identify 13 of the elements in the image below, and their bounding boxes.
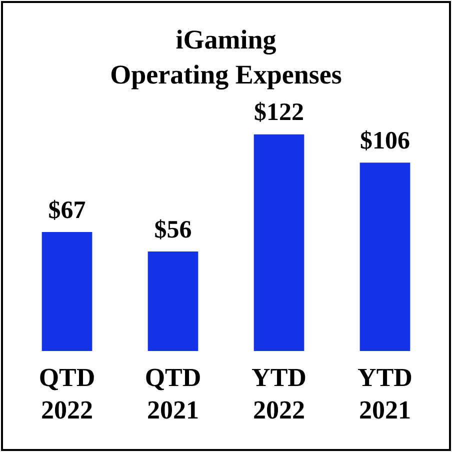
data-label: $56 [154,216,192,244]
x-tick-label: QTD 2021 [144,362,202,424]
data-label: $106 [360,128,410,155]
data-label: $67 [48,196,86,224]
bar [254,134,304,351]
x-tick-label: YTD 2021 [358,362,412,424]
x-tick-label: QTD 2022 [38,362,96,424]
data-label: $122 [254,99,304,126]
chart-title: iGaming Operating Expenses [110,24,342,90]
bar [42,232,92,351]
bar [360,162,410,351]
bar [148,251,198,351]
x-tick-label: YTD 2022 [252,362,306,424]
